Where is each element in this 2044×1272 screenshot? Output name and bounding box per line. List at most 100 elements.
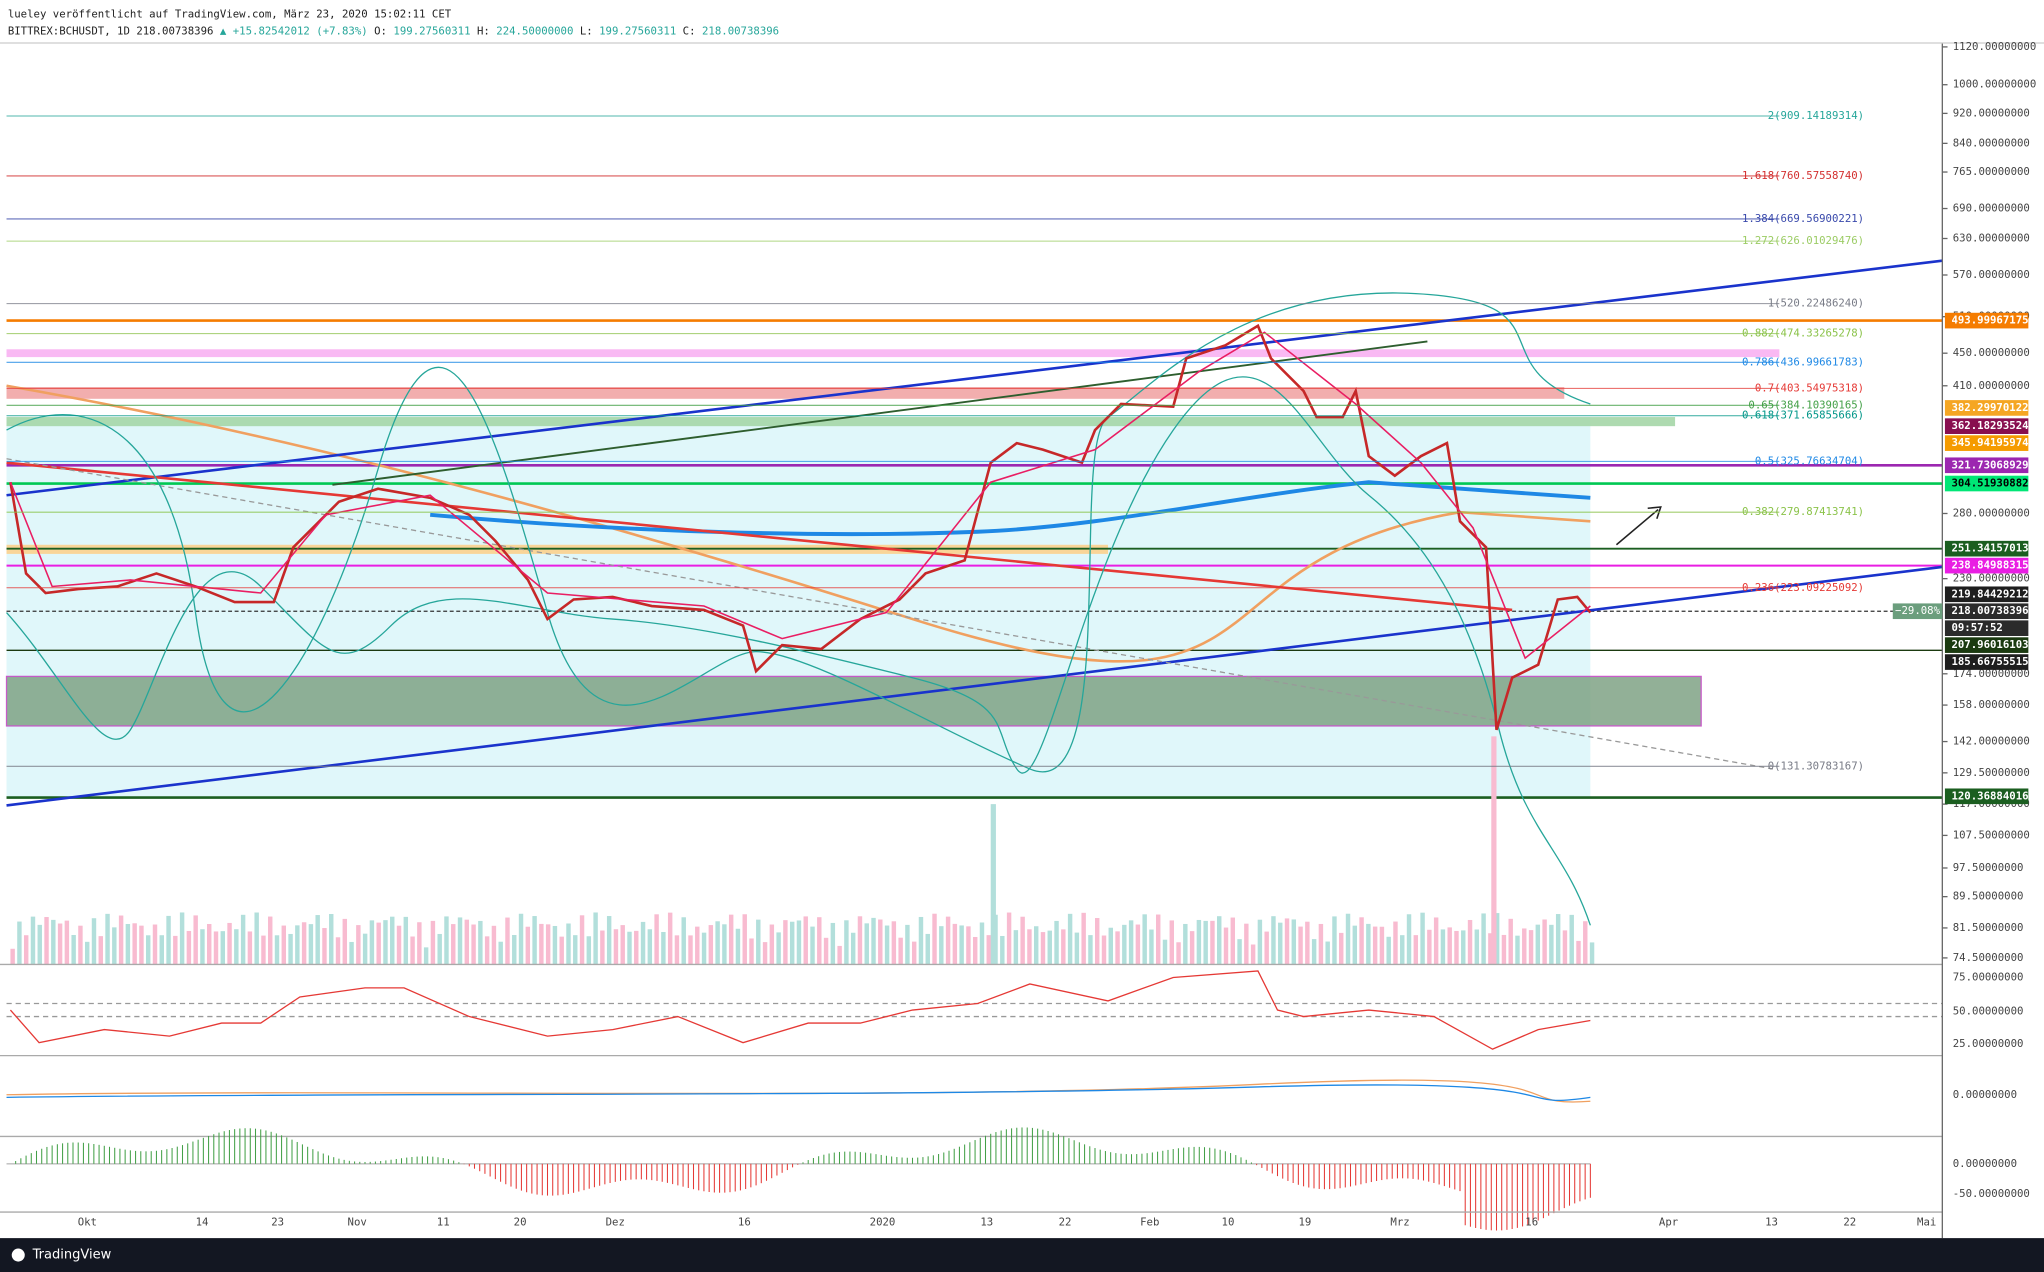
volume-bar bbox=[871, 917, 876, 965]
change-badge bbox=[1892, 603, 1943, 620]
ohlc-label: L: bbox=[580, 24, 593, 37]
volume-bar bbox=[139, 925, 144, 965]
change-badge-text: −29.08% bbox=[1895, 604, 1941, 617]
volume-bar bbox=[430, 920, 436, 965]
ohlc-value: 199.27560311 bbox=[393, 24, 470, 37]
volume-bar bbox=[674, 935, 680, 965]
volume-bar bbox=[308, 924, 314, 965]
volume-bar bbox=[51, 919, 56, 965]
volume-bar bbox=[1474, 929, 1480, 965]
price-tag-text: 321.73068929 bbox=[1951, 458, 2028, 471]
time-label: 16 bbox=[1525, 1215, 1538, 1228]
volume-bar bbox=[200, 929, 205, 965]
volume-bar bbox=[1054, 920, 1059, 965]
time-label: Mai bbox=[1917, 1215, 1936, 1228]
volume-bar bbox=[667, 912, 673, 965]
volume-bar bbox=[1101, 935, 1107, 965]
volume-bar bbox=[1440, 929, 1446, 965]
volume bbox=[10, 736, 1595, 965]
volume-bar bbox=[1230, 917, 1236, 965]
fib-label: 2(909.14189314) bbox=[1768, 109, 1864, 122]
volume-bar bbox=[105, 913, 110, 965]
fib-label: 0.65(384.10390165) bbox=[1748, 398, 1864, 411]
price-label: 690.00000000 bbox=[1953, 202, 2030, 215]
volume-bar bbox=[1467, 919, 1473, 965]
published-text: lueley veröffentlicht auf TradingView.co… bbox=[8, 7, 452, 20]
volume-bar bbox=[1156, 914, 1161, 965]
volume-bar bbox=[796, 920, 802, 965]
volume-bar bbox=[84, 941, 90, 965]
volume-bar bbox=[457, 917, 463, 965]
zone bbox=[6, 417, 1676, 427]
volume-bar bbox=[850, 932, 856, 965]
volume-bar bbox=[186, 930, 192, 965]
price-tag-text: 219.84429212 bbox=[1951, 587, 2028, 600]
fib-label: 0.5(325.76634704) bbox=[1755, 454, 1864, 467]
indicator-label: 0.00000000 bbox=[1953, 1157, 2017, 1170]
volume-bar bbox=[1135, 924, 1141, 965]
fib-label: 1.272(626.01029476) bbox=[1742, 234, 1864, 247]
time-label: 20 bbox=[514, 1215, 527, 1228]
volume-bar bbox=[1433, 917, 1439, 965]
volume-bar bbox=[1115, 931, 1120, 965]
price-tag bbox=[1944, 435, 2029, 451]
price-label: 920.00000000 bbox=[1953, 106, 2030, 119]
volume-bar bbox=[1379, 926, 1385, 965]
footer-bar bbox=[0, 1238, 2044, 1272]
volume-bar bbox=[952, 923, 958, 965]
price-tag bbox=[1944, 475, 2029, 492]
price-tag-text: 218.00738396 bbox=[1951, 604, 2028, 617]
ma-200 bbox=[6, 384, 1591, 663]
volume-bar bbox=[410, 936, 415, 965]
price-label: 1120.00000000 bbox=[1953, 40, 2037, 53]
price-label: 570.00000000 bbox=[1953, 268, 2030, 281]
volume-bar bbox=[505, 917, 510, 965]
volume-bar bbox=[864, 923, 869, 965]
time-label: Apr bbox=[1659, 1215, 1679, 1228]
volume-bar bbox=[1264, 931, 1269, 965]
ma-blue bbox=[430, 480, 1591, 537]
volume-bar bbox=[240, 914, 246, 965]
volume-bar bbox=[932, 913, 937, 965]
price-tag-text: 382.29970122 bbox=[1951, 401, 2028, 414]
volume-bar bbox=[159, 935, 164, 965]
volume-bar bbox=[1535, 924, 1541, 965]
volume-bar bbox=[1196, 919, 1202, 965]
volume-bar bbox=[1515, 935, 1520, 965]
time-label: 13 bbox=[1765, 1215, 1778, 1228]
ohlc-value: 199.27560311 bbox=[599, 24, 676, 37]
fib-label: 0(131.30783167) bbox=[1768, 759, 1864, 772]
volume-bar bbox=[254, 912, 259, 965]
volume-bar bbox=[322, 928, 327, 965]
price-path bbox=[9, 323, 1592, 731]
volume-bar bbox=[227, 922, 232, 965]
volume-bar bbox=[234, 929, 239, 965]
price-tag bbox=[1944, 400, 2029, 416]
time-label: Dez bbox=[606, 1215, 625, 1228]
volume-bar bbox=[966, 926, 971, 965]
volume-bar bbox=[1223, 927, 1229, 965]
price-tag-text: 120.36884016 bbox=[1951, 789, 2028, 802]
fib-label: 0.7(403.54975318) bbox=[1755, 381, 1864, 394]
volume-bar bbox=[1406, 914, 1412, 965]
volume-bar bbox=[1000, 935, 1005, 965]
fib-label: 0.382(279.87413741) bbox=[1742, 505, 1864, 518]
trend-line bbox=[6, 565, 1943, 807]
price-label: 840.00000000 bbox=[1953, 136, 2030, 149]
volume-bar bbox=[64, 920, 70, 965]
volume-bar bbox=[1576, 940, 1581, 965]
volume-bar bbox=[1562, 930, 1568, 965]
brand: TradingView bbox=[32, 1248, 112, 1263]
trend-line bbox=[6, 461, 1513, 612]
volume-bar bbox=[98, 936, 103, 965]
ema bbox=[9, 331, 1591, 660]
volume-bar bbox=[1095, 918, 1100, 965]
volume-bar bbox=[654, 914, 659, 965]
volume-bar bbox=[1488, 933, 1493, 965]
volume-bar bbox=[579, 915, 585, 965]
price-tag bbox=[1944, 788, 2029, 805]
time-label: Okt bbox=[78, 1215, 97, 1228]
volume-bar bbox=[1555, 914, 1561, 965]
volume-bar bbox=[1040, 932, 1046, 965]
